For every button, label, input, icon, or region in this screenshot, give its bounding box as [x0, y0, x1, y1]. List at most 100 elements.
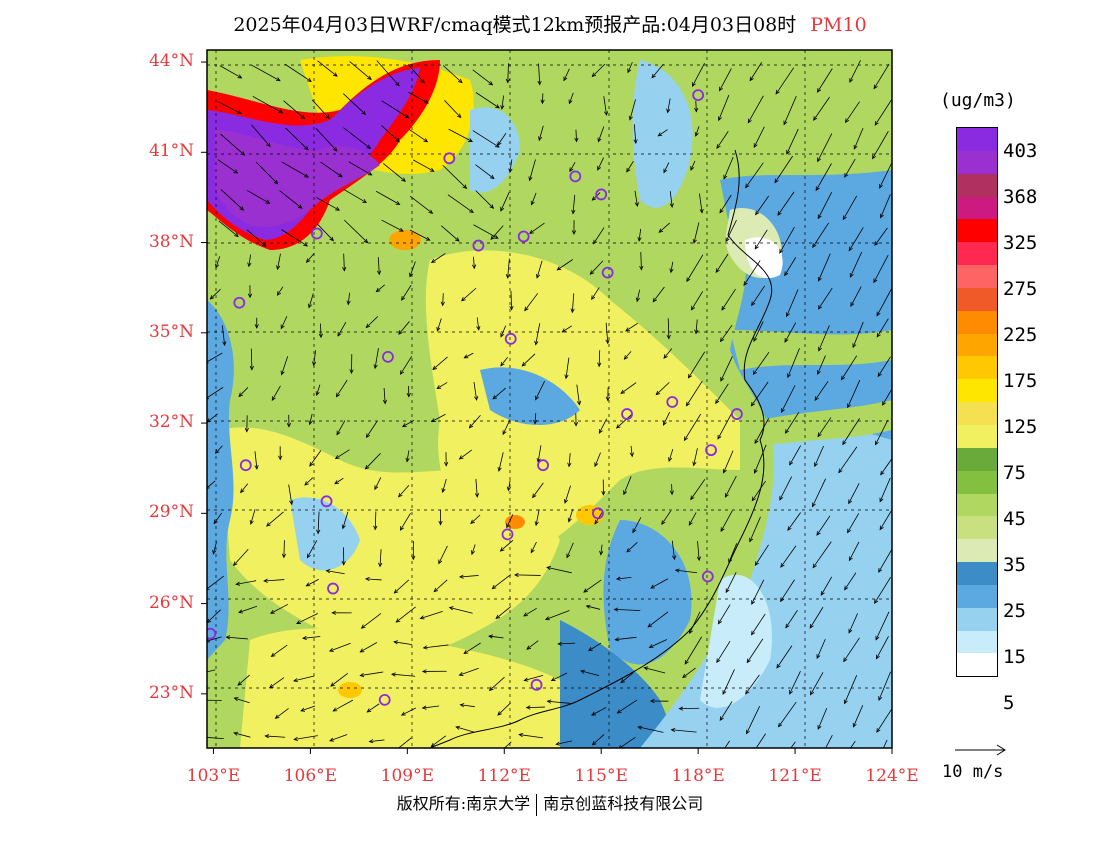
yellow-belt-south: [220, 427, 560, 652]
wind-arrow-head: [668, 457, 673, 462]
wind-arrow-head: [875, 654, 880, 660]
wind-arrow: [845, 101, 860, 123]
wind-arrow: [442, 293, 444, 306]
wind-arrow-head: [237, 74, 243, 79]
wind-arrow: [817, 133, 833, 162]
legend-swatch: [957, 310, 997, 334]
wind-arrow: [547, 700, 573, 704]
wind-arrow: [789, 445, 802, 466]
pollutant-label: PM10: [810, 14, 867, 36]
wind-arrow-head: [332, 707, 338, 712]
wind-arrow-head: [787, 526, 792, 531]
wind-arrow: [809, 606, 824, 629]
wind-arrow: [787, 512, 801, 531]
wind-arrow: [344, 219, 368, 243]
wind-arrow: [316, 197, 340, 211]
wind-arrow: [843, 637, 860, 662]
wind-arrow: [334, 477, 344, 485]
wind-arrow: [333, 699, 354, 712]
wind-arrow: [492, 387, 506, 400]
wind-arrow-head: [814, 462, 818, 468]
wind-arrow-head: [470, 519, 475, 525]
wind-arrow: [432, 356, 448, 370]
wind-arrow: [879, 161, 892, 189]
wind-arrow-head: [359, 648, 365, 653]
wind-arrow: [688, 512, 697, 526]
wind-arrow: [308, 293, 314, 308]
wind-arrow-head: [234, 232, 239, 238]
wind-arrow-head: [747, 118, 752, 124]
wind-arrow-head: [616, 709, 622, 714]
wind-arrow-head: [393, 640, 399, 645]
city-marker: [207, 627, 217, 640]
wind-arrow: [693, 448, 698, 466]
wind-arrow: [284, 63, 312, 82]
wind-arrow-head: [458, 455, 464, 460]
wind-arrow-head: [530, 548, 535, 554]
wind-arrow: [874, 227, 888, 246]
legend-swatch: [957, 379, 997, 403]
wind-arrow: [564, 485, 571, 504]
wind-arrow-head: [462, 184, 468, 189]
wind-arrow-head: [625, 327, 630, 332]
wind-arrow: [849, 60, 861, 83]
wind-arrow: [500, 357, 508, 367]
wind-arrow: [234, 697, 250, 704]
wind-arrow: [627, 62, 633, 73]
wind-arrow-head: [368, 739, 374, 744]
wind-arrow-head: [457, 78, 463, 84]
wind-arrow: [237, 674, 250, 686]
wind-arrow-head: [682, 673, 687, 679]
wind-arrow-head: [222, 341, 227, 347]
wind-arrow: [383, 163, 406, 182]
wind-arrow: [335, 449, 350, 459]
wind-arrow-head: [304, 481, 309, 486]
wind-arrow-head: [623, 355, 629, 360]
wind-arrow: [663, 411, 671, 426]
wind-arrow-head: [497, 467, 502, 472]
legend-swatch: [957, 128, 997, 151]
wind-arrow-head: [844, 585, 849, 591]
wind-arrow: [460, 704, 475, 708]
wind-arrow: [789, 671, 801, 695]
wind-arrow-head: [749, 537, 754, 543]
wind-arrow-head: [378, 562, 383, 568]
wind-arrow: [614, 608, 641, 611]
wind-arrow-head: [715, 399, 720, 405]
city-marker: [530, 678, 543, 691]
wind-arrow-head: [563, 76, 568, 82]
wind-arrow: [509, 159, 513, 173]
wind-arrow: [409, 195, 433, 214]
wind-arrow-head: [692, 238, 697, 244]
wind-arrow-head: [265, 199, 271, 204]
wind-arrow-head: [233, 731, 239, 736]
wind-arrow: [755, 733, 766, 748]
wind-arrow-head: [338, 173, 343, 178]
wind-arrow-head: [266, 522, 271, 527]
wind-arrow-head: [399, 526, 404, 531]
wind-arrow-head: [874, 121, 879, 126]
wind-arrow-head: [474, 493, 480, 498]
wind-arrow-head: [524, 306, 529, 312]
wind-arrow-head: [694, 329, 699, 335]
wind-arrow: [529, 159, 536, 181]
wind-arrow: [507, 258, 510, 278]
wind-arrow-head: [696, 556, 701, 562]
wind-arrow-head: [398, 330, 403, 335]
wind-arrow: [266, 511, 284, 527]
wind-arrow-head: [309, 461, 314, 467]
city-marker: [701, 570, 714, 583]
hotspot-hunan: [505, 515, 525, 529]
wind-arrow: [283, 100, 305, 119]
legend-swatch: [957, 333, 997, 357]
wind-arrow-head: [647, 623, 653, 628]
wind-arrow-head: [430, 742, 436, 748]
blue-west-edge: [207, 300, 234, 660]
legend-label: 368: [1003, 186, 1038, 208]
wind-arrow: [576, 384, 580, 405]
wind-arrow-head: [312, 361, 317, 367]
wind-arrow: [751, 613, 766, 635]
wind-arrow-head: [775, 89, 780, 95]
legend-label: 275: [1003, 278, 1038, 300]
wind-arrow: [873, 63, 890, 89]
